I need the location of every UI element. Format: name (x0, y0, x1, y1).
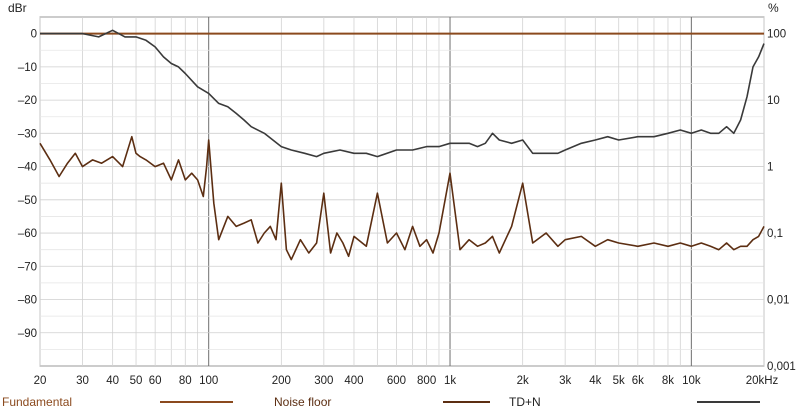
x-tick-label: 20 (34, 375, 47, 387)
x-tick-label: 8k (662, 375, 674, 387)
x-tick-label: 1k (444, 375, 456, 387)
y-right-tick-label: 0,1 (767, 228, 783, 240)
data-series (39, 29, 765, 261)
y-right-tick-label: 10 (767, 95, 780, 107)
axis-tick-labels: 20 30 40 50 60 80 100 200 300 400 600 800 1k 2k 3k 4k 5k… (18, 29, 796, 387)
y-right-tick-label: 0,01 (767, 295, 789, 307)
y-left-tick-label: –50 (18, 195, 37, 207)
x-tick-label: 300 (314, 375, 333, 387)
y-left-tick-label: 0 (31, 29, 37, 41)
x-tick-label: 100 (199, 375, 218, 387)
y-left-tick-label: –20 (18, 95, 37, 107)
y-right-unit-label: % (768, 1, 779, 15)
series-line-noise-floor (39, 135, 765, 261)
y-left-tick-label: –30 (18, 128, 37, 140)
x-tick-label: 6k (632, 375, 644, 387)
x-tick-label: 50 (130, 375, 143, 387)
grid-lines (39, 17, 765, 366)
x-tick-label: 20kHz (746, 375, 779, 387)
x-tick-label: 200 (272, 375, 291, 387)
x-tick-label: 60 (149, 375, 162, 387)
y-left-tick-label: –90 (18, 328, 37, 340)
y-left-tick-label: –80 (18, 295, 37, 307)
x-tick-label: 3k (559, 375, 571, 387)
y-left-tick-label: –40 (18, 162, 37, 174)
y-left-tick-label: –60 (18, 228, 37, 240)
x-tick-label: 400 (344, 375, 363, 387)
x-tick-label: 5k (613, 375, 625, 387)
y-left-unit-label: dBr (8, 1, 27, 15)
y-right-tick-label: 0,001 (767, 361, 796, 373)
y-left-tick-label: –70 (18, 261, 37, 273)
y-right-tick-label: 1 (767, 162, 773, 174)
y-right-tick-label: 100 (767, 29, 786, 41)
x-tick-label: 600 (387, 375, 406, 387)
legend-label: TD+N (509, 395, 541, 409)
legend-label: Noise floor (274, 395, 331, 409)
x-tick-label: 10k (682, 375, 701, 387)
x-tick-label: 80 (179, 375, 192, 387)
y-left-tick-label: –10 (18, 62, 37, 74)
x-tick-label: 30 (76, 375, 89, 387)
legend: Fundamental Noise floor TD+N (2, 395, 760, 409)
legend-label: Fundamental (2, 395, 72, 409)
plot-area (39, 16, 765, 367)
series-line-td-n (40, 29, 765, 158)
x-tick-label: 800 (417, 375, 436, 387)
x-tick-label: 2k (517, 375, 529, 387)
x-tick-label: 40 (106, 375, 119, 387)
x-tick-label: 4k (589, 375, 601, 387)
